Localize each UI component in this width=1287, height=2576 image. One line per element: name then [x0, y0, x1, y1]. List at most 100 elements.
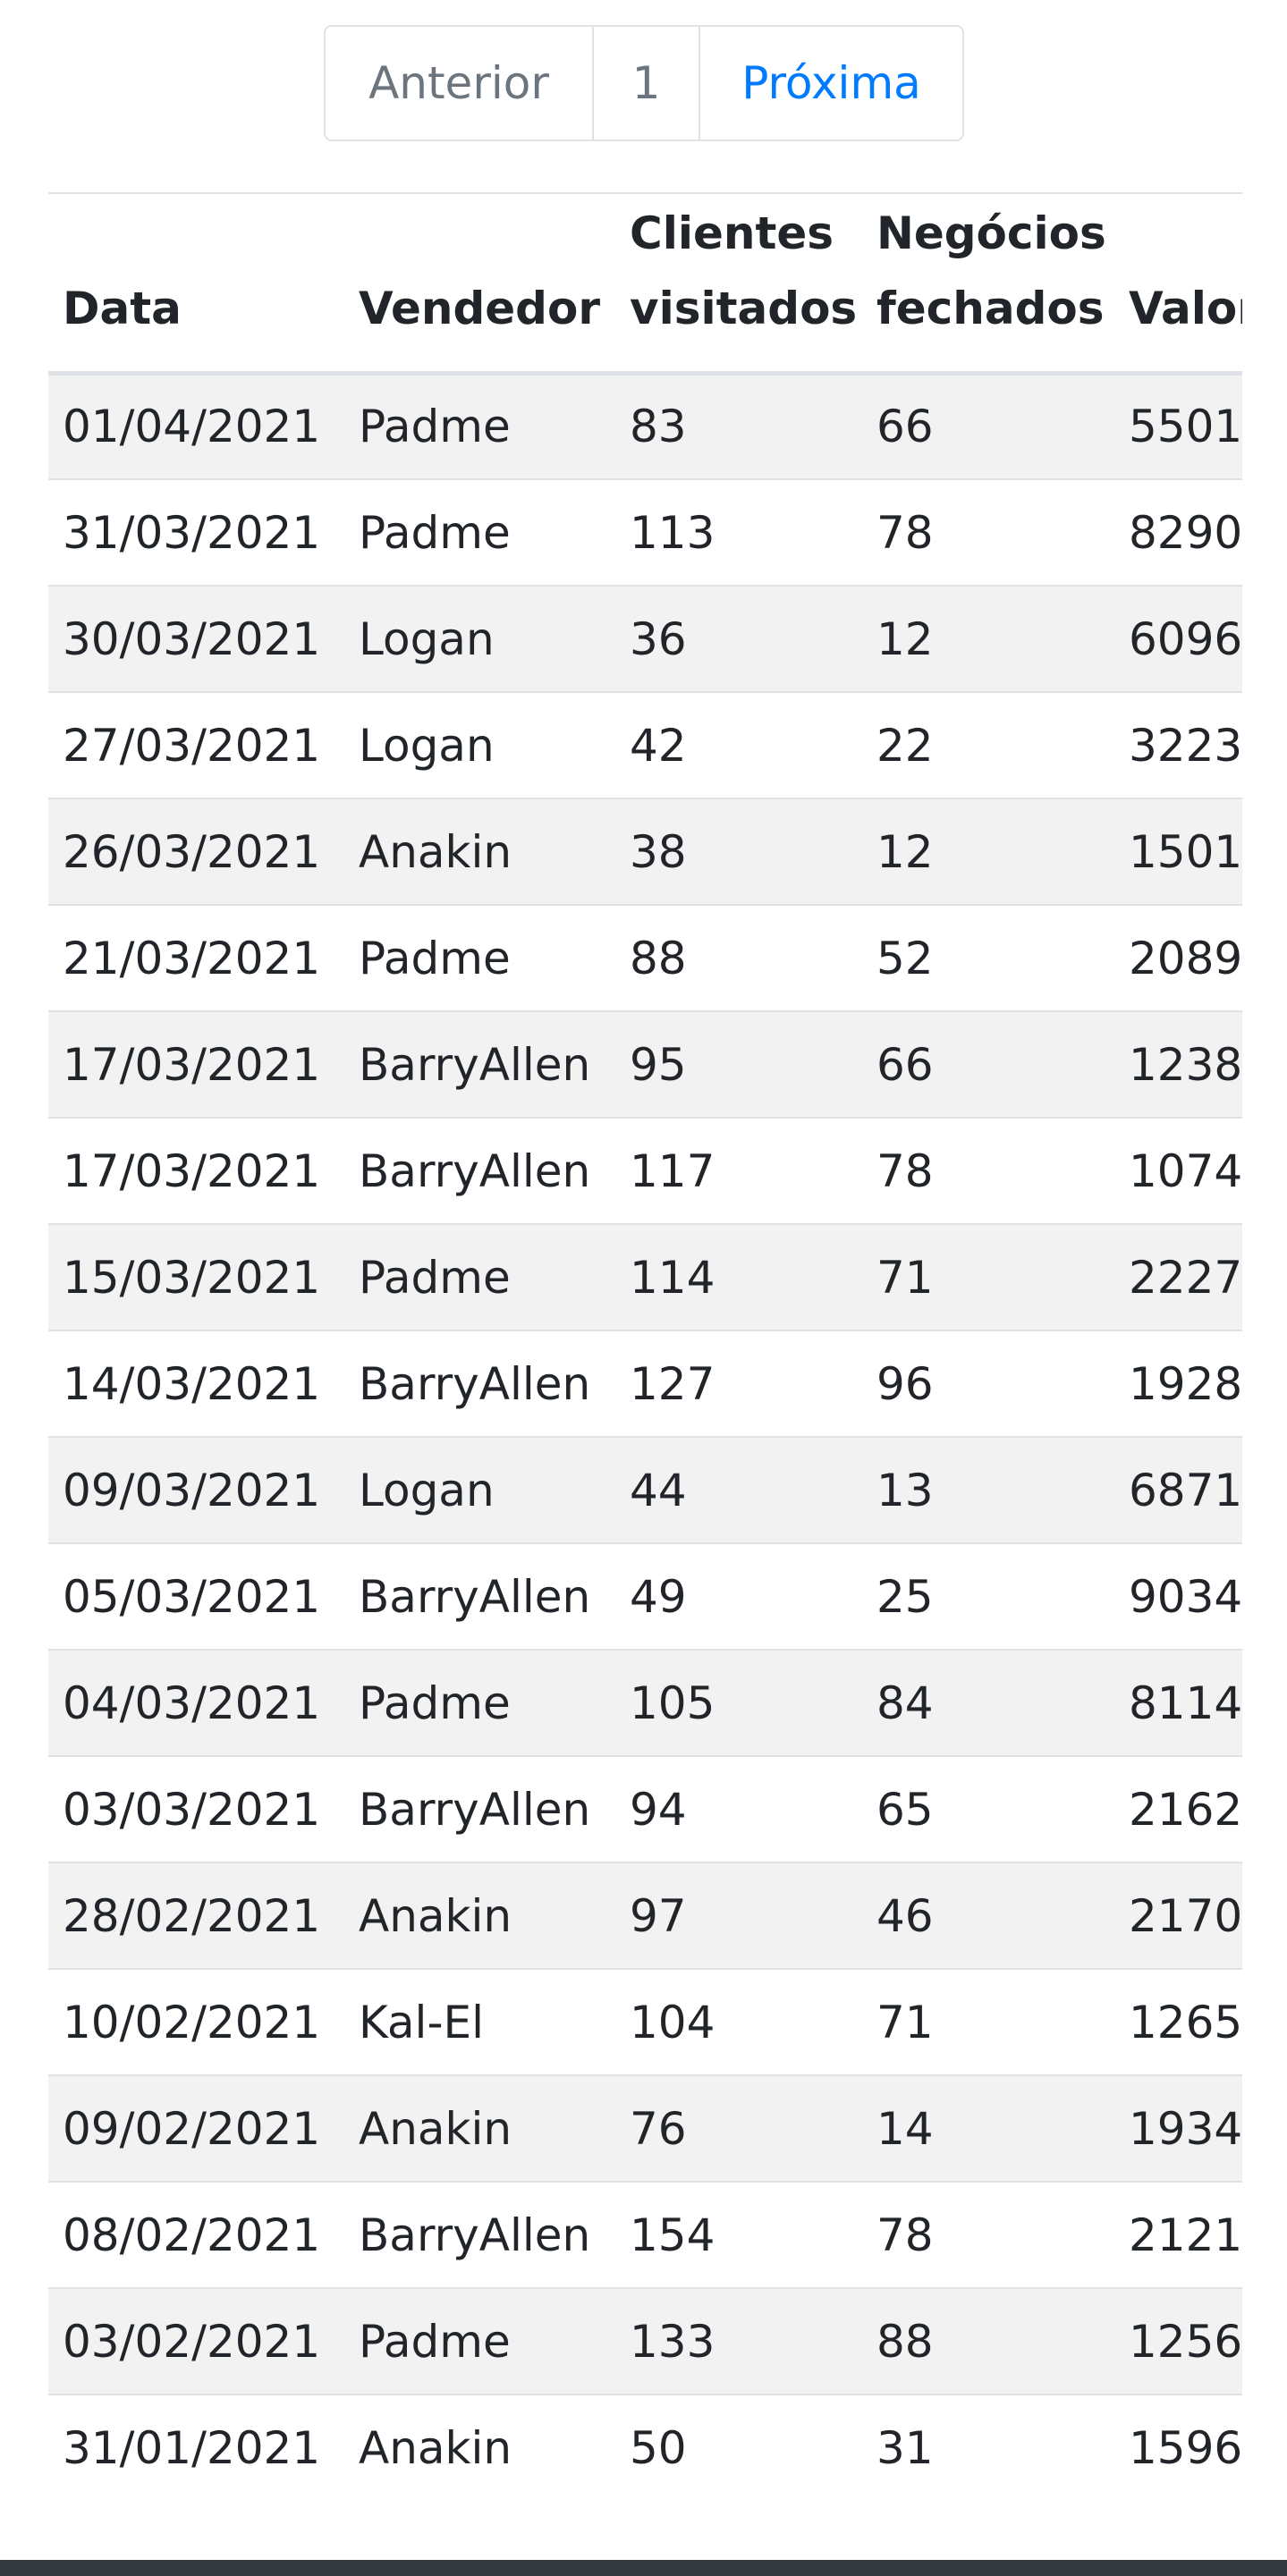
cell-date: 01/04/2021: [48, 373, 344, 479]
cell-seller: BarryAllen: [344, 1117, 615, 1224]
cell-value: 8114: [1114, 1649, 1242, 1756]
cell-date: 04/03/2021: [48, 1649, 344, 1756]
cell-date: 03/02/2021: [48, 2287, 344, 2394]
table-row: 09/03/2021 Logan 44 13 6871: [48, 1436, 1242, 1543]
cell-deals-closed: 66: [862, 373, 1114, 479]
cell-date: 03/03/2021: [48, 1755, 344, 1862]
cell-seller: Padme: [344, 2287, 615, 2394]
cell-clients-visited: 44: [615, 1436, 862, 1543]
cell-date: 08/02/2021: [48, 2181, 344, 2288]
cell-date: 30/03/2021: [48, 585, 344, 692]
table-row: 03/02/2021 Padme 133 88 1256: [48, 2287, 1242, 2394]
cell-deals-closed: 52: [862, 904, 1114, 1011]
cell-seller: Logan: [344, 585, 615, 692]
pagination: Anterior 1 Próxima: [324, 25, 964, 141]
cell-value: 1934: [1114, 2074, 1242, 2182]
header-value-text: Valor: [1129, 282, 1242, 334]
cell-value: 1928: [1114, 1330, 1242, 1437]
table-row: 28/02/2021 Anakin 97 46 2170: [48, 1862, 1242, 1969]
cell-date: 05/03/2021: [48, 1542, 344, 1650]
cell-clients-visited: 113: [615, 478, 862, 586]
cell-deals-closed: 96: [862, 1330, 1114, 1437]
cell-date: 17/03/2021: [48, 1117, 344, 1224]
cell-clients-visited: 83: [615, 373, 862, 479]
header-date-text: Data: [63, 282, 182, 334]
table-body: 01/04/2021 Padme 83 66 5501 31/03/2021 Padme 11…: [48, 373, 1242, 2501]
table-row: 09/02/2021 Anakin 76 14 1934: [48, 2074, 1242, 2182]
table-row: 15/03/2021 Padme 114 71 2227: [48, 1223, 1242, 1330]
pagination-current-page: 1: [592, 27, 699, 139]
sales-table-container: Data Vendedor Clientes visitados Negócio…: [48, 192, 1242, 2501]
table-row: 14/03/2021 BarryAllen 127 96 1928: [48, 1330, 1242, 1437]
cell-clients-visited: 127: [615, 1330, 862, 1437]
cell-clients-visited: 36: [615, 585, 862, 692]
header-deals-line-1: Negócios: [876, 207, 1106, 259]
cell-date: 15/03/2021: [48, 1223, 344, 1330]
cell-deals-closed: 25: [862, 1542, 1114, 1650]
table-row: 03/03/2021 BarryAllen 94 65 2162: [48, 1755, 1242, 1862]
cell-value: 6096: [1114, 585, 1242, 692]
cell-date: 31/03/2021: [48, 478, 344, 586]
cell-deals-closed: 22: [862, 691, 1114, 798]
cell-deals-closed: 12: [862, 798, 1114, 905]
cell-value: 6871: [1114, 1436, 1242, 1543]
cell-seller: BarryAllen: [344, 1755, 615, 1862]
cell-value: 1256: [1114, 2287, 1242, 2394]
cell-deals-closed: 71: [862, 1223, 1114, 1330]
sales-table: Data Vendedor Clientes visitados Negócio…: [48, 194, 1242, 2501]
cell-deals-closed: 71: [862, 1968, 1114, 2075]
cell-date: 09/02/2021: [48, 2074, 344, 2182]
cell-seller: BarryAllen: [344, 1330, 615, 1437]
table-row: 17/03/2021 BarryAllen 95 66 1238: [48, 1010, 1242, 1118]
cell-value: 2089: [1114, 904, 1242, 1011]
cell-seller: Anakin: [344, 1862, 615, 1969]
cell-deals-closed: 66: [862, 1010, 1114, 1118]
header-clients-visited: Clientes visitados: [615, 194, 862, 376]
cell-value: 3223: [1114, 691, 1242, 798]
cell-clients-visited: 133: [615, 2287, 862, 2394]
header-clients-line-2: visitados: [630, 282, 858, 334]
cell-clients-visited: 50: [615, 2394, 862, 2501]
header-seller: Vendedor: [344, 194, 615, 376]
cell-seller: Padme: [344, 904, 615, 1011]
table-row: 21/03/2021 Padme 88 52 2089: [48, 904, 1242, 1011]
cell-date: 09/03/2021: [48, 1436, 344, 1543]
cell-seller: Padme: [344, 1649, 615, 1756]
cell-clients-visited: 104: [615, 1968, 862, 2075]
header-clients-line-1: Clientes: [630, 207, 834, 259]
header-deals-closed: Negócios fechados: [862, 194, 1114, 376]
table-row: 31/01/2021 Anakin 50 31 1596: [48, 2394, 1242, 2501]
cell-value: 5501: [1114, 373, 1242, 479]
cell-clients-visited: 114: [615, 1223, 862, 1330]
cell-deals-closed: 78: [862, 1117, 1114, 1224]
cell-value: 1265: [1114, 1968, 1242, 2075]
cell-value: 1238: [1114, 1010, 1242, 1118]
cell-seller: Kal-El: [344, 1968, 615, 2075]
cell-value: 2121: [1114, 2181, 1242, 2288]
cell-value: 8290: [1114, 478, 1242, 586]
cell-seller: Anakin: [344, 2074, 615, 2182]
cell-clients-visited: 38: [615, 798, 862, 905]
cell-value: 1074: [1114, 1117, 1242, 1224]
cell-seller: BarryAllen: [344, 2181, 615, 2288]
table-row: 26/03/2021 Anakin 38 12 1501: [48, 798, 1242, 905]
cell-value: 2170: [1114, 1862, 1242, 1969]
table-row: 27/03/2021 Logan 42 22 3223: [48, 691, 1242, 798]
cell-clients-visited: 49: [615, 1542, 862, 1650]
table-row: 05/03/2021 BarryAllen 49 25 9034: [48, 1542, 1242, 1650]
cell-clients-visited: 94: [615, 1755, 862, 1862]
table-row: 08/02/2021 BarryAllen 154 78 2121: [48, 2181, 1242, 2288]
cell-value: 2227: [1114, 1223, 1242, 1330]
cell-date: 26/03/2021: [48, 798, 344, 905]
cell-clients-visited: 42: [615, 691, 862, 798]
cell-date: 31/01/2021: [48, 2394, 344, 2501]
cell-date: 21/03/2021: [48, 904, 344, 1011]
cell-seller: Anakin: [344, 2394, 615, 2501]
cell-date: 28/02/2021: [48, 1862, 344, 1969]
cell-clients-visited: 97: [615, 1862, 862, 1969]
pagination-next-button[interactable]: Próxima: [699, 27, 962, 139]
cell-deals-closed: 46: [862, 1862, 1114, 1969]
cell-deals-closed: 12: [862, 585, 1114, 692]
cell-value: 1596: [1114, 2394, 1242, 2501]
cell-seller: Padme: [344, 373, 615, 479]
